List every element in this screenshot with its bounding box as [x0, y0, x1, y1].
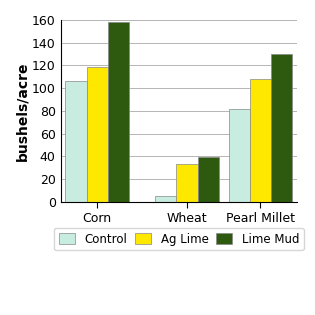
Bar	[155, 196, 176, 202]
Bar	[198, 158, 219, 202]
Bar	[250, 79, 271, 202]
Bar	[66, 81, 87, 202]
Bar	[87, 66, 108, 202]
Y-axis label: bushels/acre: bushels/acre	[15, 61, 29, 161]
Legend: Control, Ag Lime, Lime Mud: Control, Ag Lime, Lime Mud	[54, 228, 304, 250]
Bar	[108, 22, 129, 202]
Bar	[229, 109, 250, 202]
Bar	[176, 164, 198, 202]
Bar	[271, 54, 292, 202]
